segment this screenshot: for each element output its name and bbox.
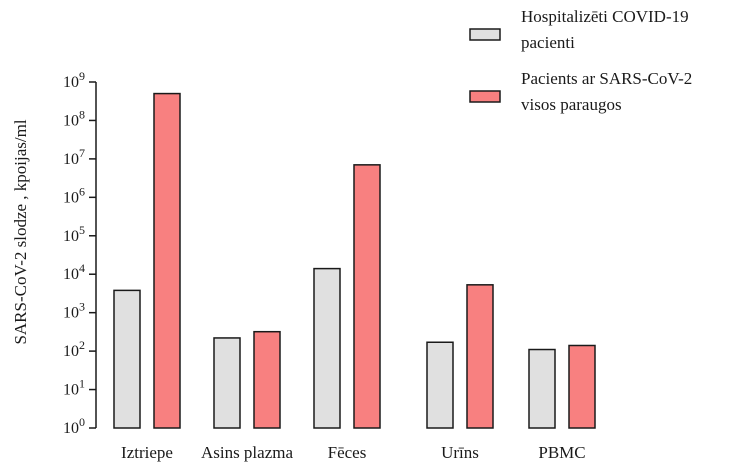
x-category-label: Urīns [441, 443, 479, 462]
legend-label: pacienti [521, 33, 575, 52]
bar-all-samples-1 [253, 330, 281, 429]
y-tick-label: 104 [63, 261, 85, 283]
bar-hospitalized-3 [426, 341, 454, 429]
bar-all-samples-0 [153, 92, 181, 429]
legend-label: Hospitalizēti COVID-19 [521, 7, 689, 26]
y-tick-label: 105 [63, 223, 85, 245]
y-tick-label: 101 [63, 377, 85, 399]
y-tick-label: 103 [63, 300, 85, 322]
bar-hospitalized-1 [213, 337, 241, 429]
legend-label: Pacients ar SARS-CoV-2 [521, 69, 692, 88]
legend-label: visos paraugos [521, 95, 622, 114]
y-axis-label: SARS-CoV-2 slodze , kpoijas/ml [11, 119, 30, 344]
x-axis-labels: Iztriepe Asins plazma Fēces Urīns PBMC [121, 443, 586, 462]
y-axis: 100 101 102 103 104 105 106 107 108 109 [63, 69, 97, 437]
y-tick-label: 108 [63, 107, 85, 129]
x-category-label: Fēces [328, 443, 367, 462]
y-tick-label: 102 [63, 338, 85, 360]
y-tick-label: 106 [63, 184, 85, 206]
y-tick-label: 100 [63, 415, 85, 437]
x-category-label: Iztriepe [121, 443, 173, 462]
bars [113, 92, 596, 429]
bar-hospitalized-0 [113, 289, 141, 429]
x-category-label: Asins plazma [201, 443, 294, 462]
bar-hospitalized-4 [528, 348, 556, 429]
bar-all-samples-3 [466, 284, 494, 429]
legend-swatch [469, 90, 501, 103]
legend: Hospitalizēti COVID-19 pacienti Pacients a… [469, 7, 692, 114]
x-category-label: PBMC [538, 443, 585, 462]
y-tick-label: 107 [63, 146, 85, 168]
legend-swatch [469, 28, 501, 41]
bar-all-samples-2 [353, 164, 381, 429]
y-tick-label: 109 [63, 69, 85, 91]
bar-hospitalized-2 [313, 267, 341, 429]
bar-all-samples-4 [568, 344, 596, 429]
